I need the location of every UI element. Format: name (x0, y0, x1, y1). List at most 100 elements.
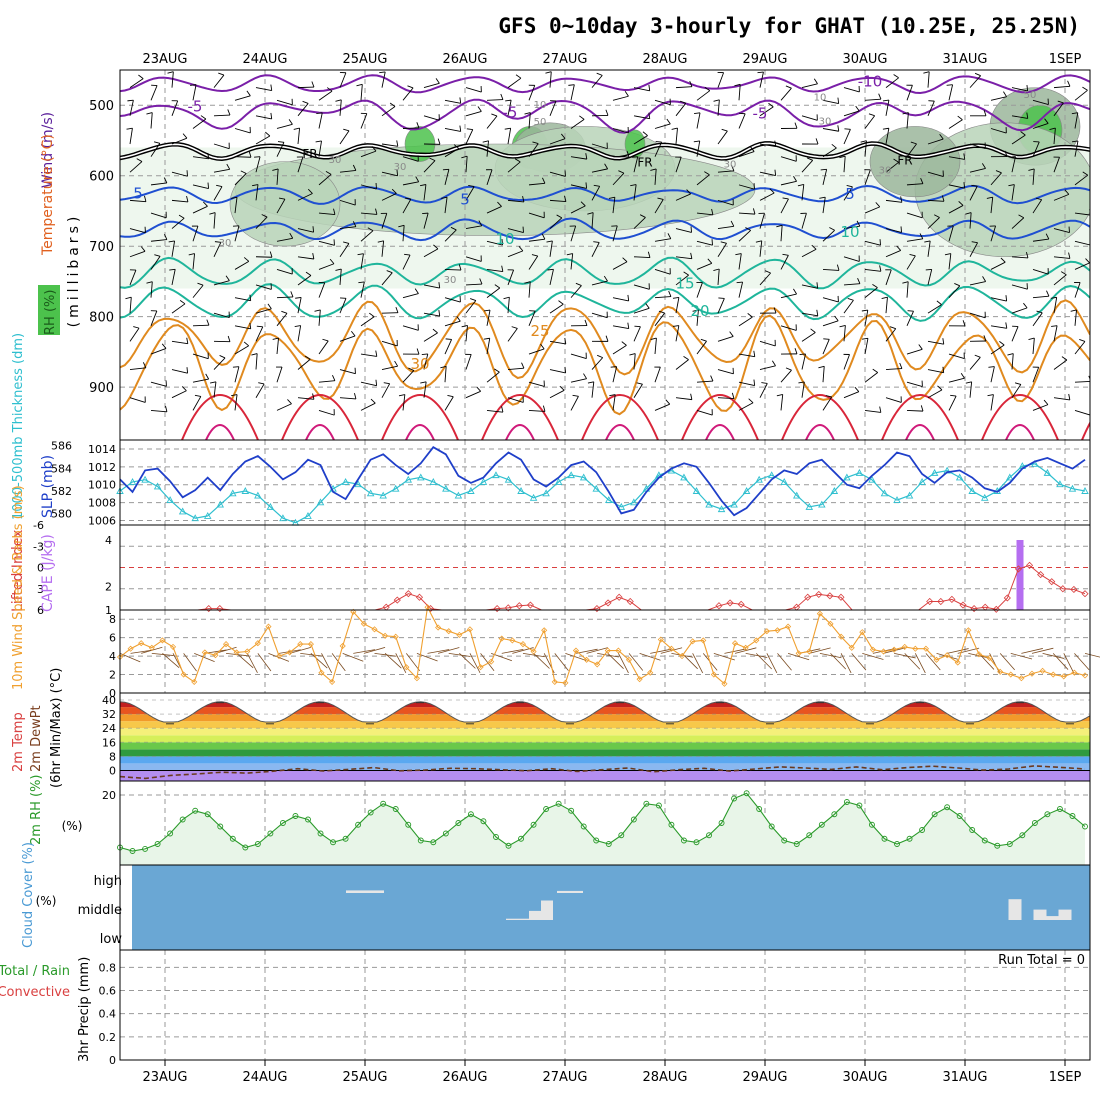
wind-barb (822, 297, 839, 303)
rh-2m-panel: 20 (%) (62, 780, 1091, 866)
wind-tick-label: 0 (109, 687, 116, 700)
thickness-marker (479, 477, 488, 485)
rh2m-marker (1069, 813, 1076, 819)
wind-barb (864, 269, 881, 272)
wind-barb (1032, 404, 1049, 411)
wind-barb (150, 85, 158, 101)
isotherm-40-loop (205, 424, 235, 440)
isotherm-label: -10 (858, 72, 883, 90)
wind-barb (381, 106, 396, 117)
temp-color-band (120, 735, 1090, 743)
wind-barb (717, 243, 727, 258)
wind-barb (402, 87, 414, 101)
wind-barb (255, 353, 258, 370)
rh2m-marker (267, 830, 274, 837)
wind-barb (402, 156, 419, 162)
wind-barb (822, 147, 837, 158)
wind-barb-flag (219, 355, 226, 359)
wind10m-marker (318, 669, 325, 676)
wind-barb-flag (1051, 325, 1058, 327)
rh2m-marker (768, 823, 775, 830)
wind-barb (570, 205, 586, 214)
wind-barb (171, 137, 188, 145)
wind-barb-flag (421, 353, 428, 355)
thickness-marker (630, 498, 638, 506)
wind-barb (780, 325, 797, 331)
wind-barb-flag (272, 168, 279, 171)
wind-barb-flag (494, 368, 500, 373)
lifted-index-marker (804, 593, 812, 601)
wind-barb-flag (494, 284, 501, 289)
wind10m-marker (116, 653, 124, 661)
wind-barb (549, 217, 563, 229)
wind-barb (171, 199, 188, 203)
wind10m-barb (840, 653, 852, 674)
wind-barb (213, 280, 230, 286)
wind-barb-flag (811, 244, 817, 250)
wind-barb (255, 284, 272, 290)
wind-barb (171, 217, 185, 229)
wind-barb (423, 248, 439, 258)
wind-barb-flag (889, 326, 896, 330)
wind-barb-flag (414, 288, 419, 294)
wind-barb-flag (900, 196, 903, 203)
wind10m-marker (816, 610, 823, 617)
rh-tick-label: 20 (102, 789, 116, 802)
rh2m-marker (868, 821, 875, 828)
cloud-ylabel: Cloud Cover (%) (21, 842, 36, 948)
thickness-marker (554, 477, 563, 485)
rh2m-marker (292, 813, 299, 819)
wind-barb (528, 381, 545, 387)
p-tick-label: 700 (89, 240, 114, 255)
wind-barb-flag (761, 382, 768, 384)
wind10m-barb (130, 649, 153, 654)
thickness-marker (153, 482, 162, 490)
wind-barb (234, 345, 249, 355)
wind-barb (360, 353, 377, 357)
isotherm-40-loop (705, 424, 735, 440)
wind-barb-flag (807, 157, 813, 161)
wind-barb (192, 378, 209, 383)
thickness-tick-label: 586 (51, 440, 72, 453)
wind-barb (591, 280, 608, 286)
wind-barb (192, 225, 199, 242)
wind-barb-flag (710, 375, 714, 382)
thickness-marker (730, 500, 738, 508)
date-label-top: 29AUG (742, 52, 787, 67)
wind-barb-flag (627, 322, 630, 329)
wind-barb (465, 110, 482, 117)
wind-barb-flag (1025, 251, 1029, 259)
wind-barb (276, 142, 285, 157)
lifted-index-marker (926, 597, 934, 606)
wind-barb (465, 300, 477, 314)
lifted-index-marker (526, 601, 534, 609)
wind-barb (696, 90, 711, 101)
cloud-level-label: high (94, 874, 122, 889)
wind-barb (444, 99, 461, 104)
wind10m-marker (710, 671, 717, 678)
wind-barb (507, 199, 524, 203)
wind-barb (360, 84, 363, 101)
wind-barb-flag (736, 281, 743, 284)
wind-barb-flag (293, 127, 300, 130)
wind10m-marker (689, 638, 696, 645)
wind-barb (570, 285, 582, 298)
wind-barb (276, 168, 279, 185)
wind-barb-flag (987, 394, 994, 397)
wind10m-barb (501, 648, 524, 654)
wind-barb-flag (1028, 337, 1035, 340)
wind-barb (633, 87, 650, 92)
wind-barb-flag (326, 87, 333, 92)
wind-barb (1011, 284, 1028, 290)
wind-barb (1011, 115, 1028, 119)
wind-barb (402, 127, 420, 129)
wind-barb-flag (575, 282, 582, 286)
wind-barb-flag (458, 264, 462, 271)
wind-barb-flag (882, 99, 889, 102)
rh2m-marker (305, 816, 311, 823)
wind-barb (339, 130, 350, 145)
wind-barb (507, 100, 512, 116)
wind-barb (1053, 228, 1070, 233)
wind10m-marker (944, 652, 951, 659)
wind-barb (171, 269, 176, 286)
